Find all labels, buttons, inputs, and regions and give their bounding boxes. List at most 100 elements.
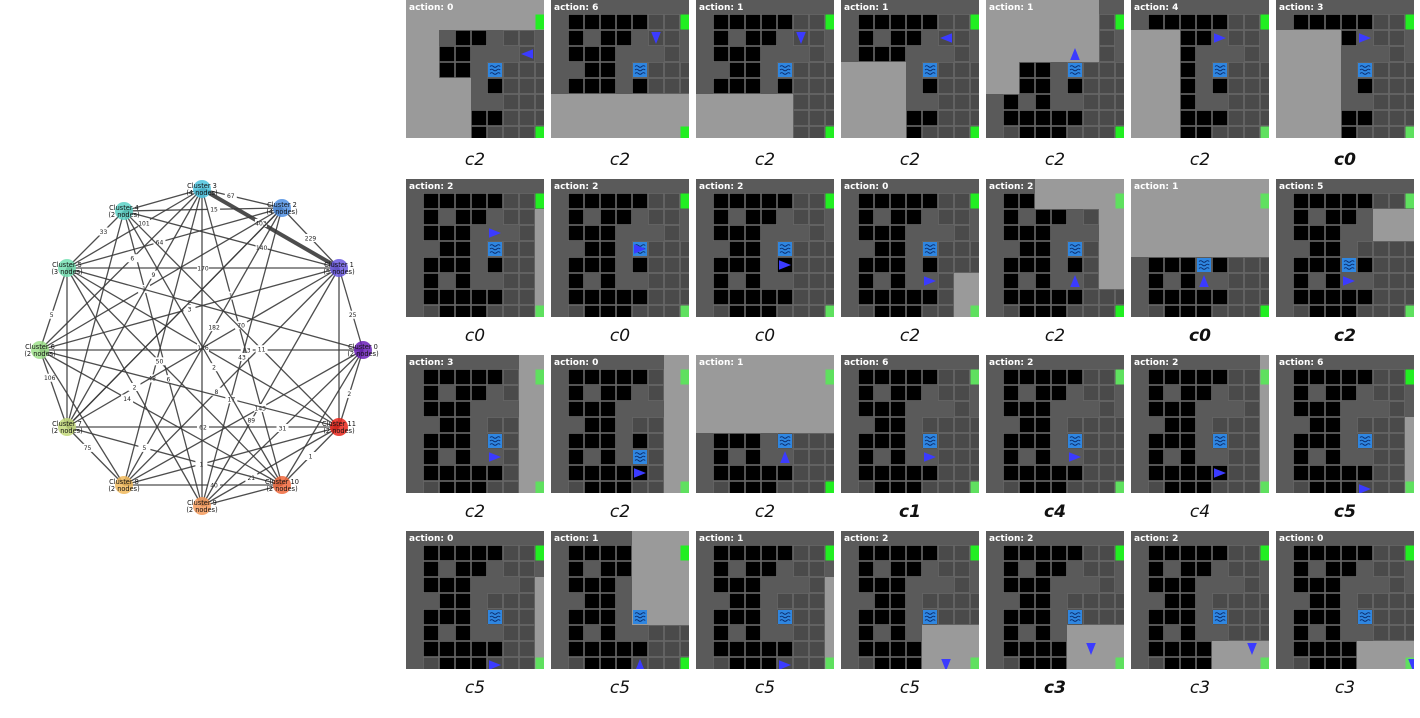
maze-cell [713, 625, 729, 641]
maze-cell [568, 577, 584, 593]
maze-cell [793, 209, 809, 225]
maze-cell [680, 433, 689, 449]
maze-cell [664, 193, 680, 209]
maze-cell [922, 417, 938, 433]
water-wave [1359, 439, 1371, 443]
maze-cell [1341, 369, 1357, 385]
agent-arrow [521, 49, 533, 59]
maze-cell [632, 433, 648, 449]
maze-cell [1164, 417, 1180, 433]
goal-cell [1405, 657, 1414, 669]
maze-cell [954, 657, 970, 669]
maze-cell [1083, 78, 1099, 94]
maze-cell [745, 433, 761, 449]
maze-cell [745, 209, 761, 225]
graph-edge [66, 267, 283, 486]
maze-cell [1373, 369, 1389, 385]
maze-cell [1019, 14, 1035, 30]
maze-cell [1003, 30, 1019, 46]
maze-cell [1325, 257, 1341, 273]
cluster-name-label: Cluster 8 [109, 478, 139, 486]
maze-cell [1019, 369, 1035, 385]
frame-cluster-caption: c2 [1044, 150, 1066, 170]
maze-cell [423, 273, 439, 289]
maze-cell [1180, 657, 1196, 669]
action-label: action: 2 [989, 358, 1033, 368]
goal-cell [1405, 14, 1414, 30]
maze-cell [519, 385, 535, 401]
maze-cell [858, 94, 874, 110]
agent-arrow [1247, 643, 1257, 655]
maze-cell [745, 577, 761, 593]
maze-cell [729, 481, 745, 493]
maze-cell [423, 126, 439, 138]
graph-edge [201, 267, 340, 507]
cluster-size-label: (4 nodes) [266, 208, 297, 216]
maze-cell [664, 46, 680, 62]
maze-cell [1003, 609, 1019, 625]
maze-cell [1244, 465, 1260, 481]
maze-cell [1373, 30, 1389, 46]
maze-cell [1309, 593, 1325, 609]
maze-cell [455, 30, 471, 46]
maze-cell [423, 225, 439, 241]
maze-cell [648, 657, 664, 669]
maze-cell [1389, 369, 1405, 385]
graph-edge [338, 267, 364, 351]
edge-weight-label: 89 [247, 418, 255, 425]
water-wave [1198, 260, 1210, 263]
agent-arrow [489, 228, 501, 238]
maze-cell [858, 657, 874, 669]
maze-frame: action: 0 [406, 0, 544, 138]
goal-cell [535, 369, 544, 385]
maze-cell [1325, 609, 1341, 625]
maze-cell [1051, 561, 1067, 577]
maze-cell [1309, 545, 1325, 561]
water-tile [488, 610, 502, 624]
maze-cell [1309, 609, 1325, 625]
water-wave [1214, 68, 1226, 72]
maze-cell [455, 209, 471, 225]
maze-cell [954, 417, 970, 433]
maze-cell [1115, 625, 1124, 641]
maze-cell [1325, 30, 1341, 46]
maze-cell [793, 465, 809, 481]
maze-cell [1309, 657, 1325, 669]
water-tile [1068, 242, 1082, 256]
maze-cell [1003, 193, 1019, 209]
maze-cell [455, 78, 471, 94]
maze-cell [1196, 369, 1212, 385]
maze-cell [1244, 30, 1260, 46]
water-wave [779, 247, 791, 251]
frame-cluster-caption: c0 [464, 326, 486, 346]
maze-cell [713, 257, 729, 273]
maze-cell [455, 225, 471, 241]
maze-cell [455, 609, 471, 625]
maze-cell [1260, 257, 1269, 273]
maze-cell [729, 225, 745, 241]
maze-cell [729, 657, 745, 669]
maze-cell [1003, 257, 1019, 273]
maze-cell [1325, 289, 1341, 305]
water-tile [1068, 63, 1082, 77]
maze-cell [1244, 561, 1260, 577]
maze-cell [874, 225, 890, 241]
water-wave [489, 251, 501, 254]
maze-cell [1244, 225, 1260, 241]
maze-cell [858, 46, 874, 62]
maze-cell [471, 561, 487, 577]
maze-cell [1019, 657, 1035, 669]
maze-cell [745, 593, 761, 609]
maze-cell [874, 465, 890, 481]
maze-cell [906, 126, 922, 138]
maze-cell [471, 385, 487, 401]
maze-cell [938, 110, 954, 126]
water-wave [1359, 619, 1371, 622]
maze-cell [584, 369, 600, 385]
maze-cell [890, 417, 906, 433]
water-wave [634, 612, 646, 615]
water-wave [634, 452, 646, 455]
edge-label-bg [225, 395, 238, 404]
edge-weight-label: 5 [142, 445, 146, 452]
maze-cell [1083, 593, 1099, 609]
